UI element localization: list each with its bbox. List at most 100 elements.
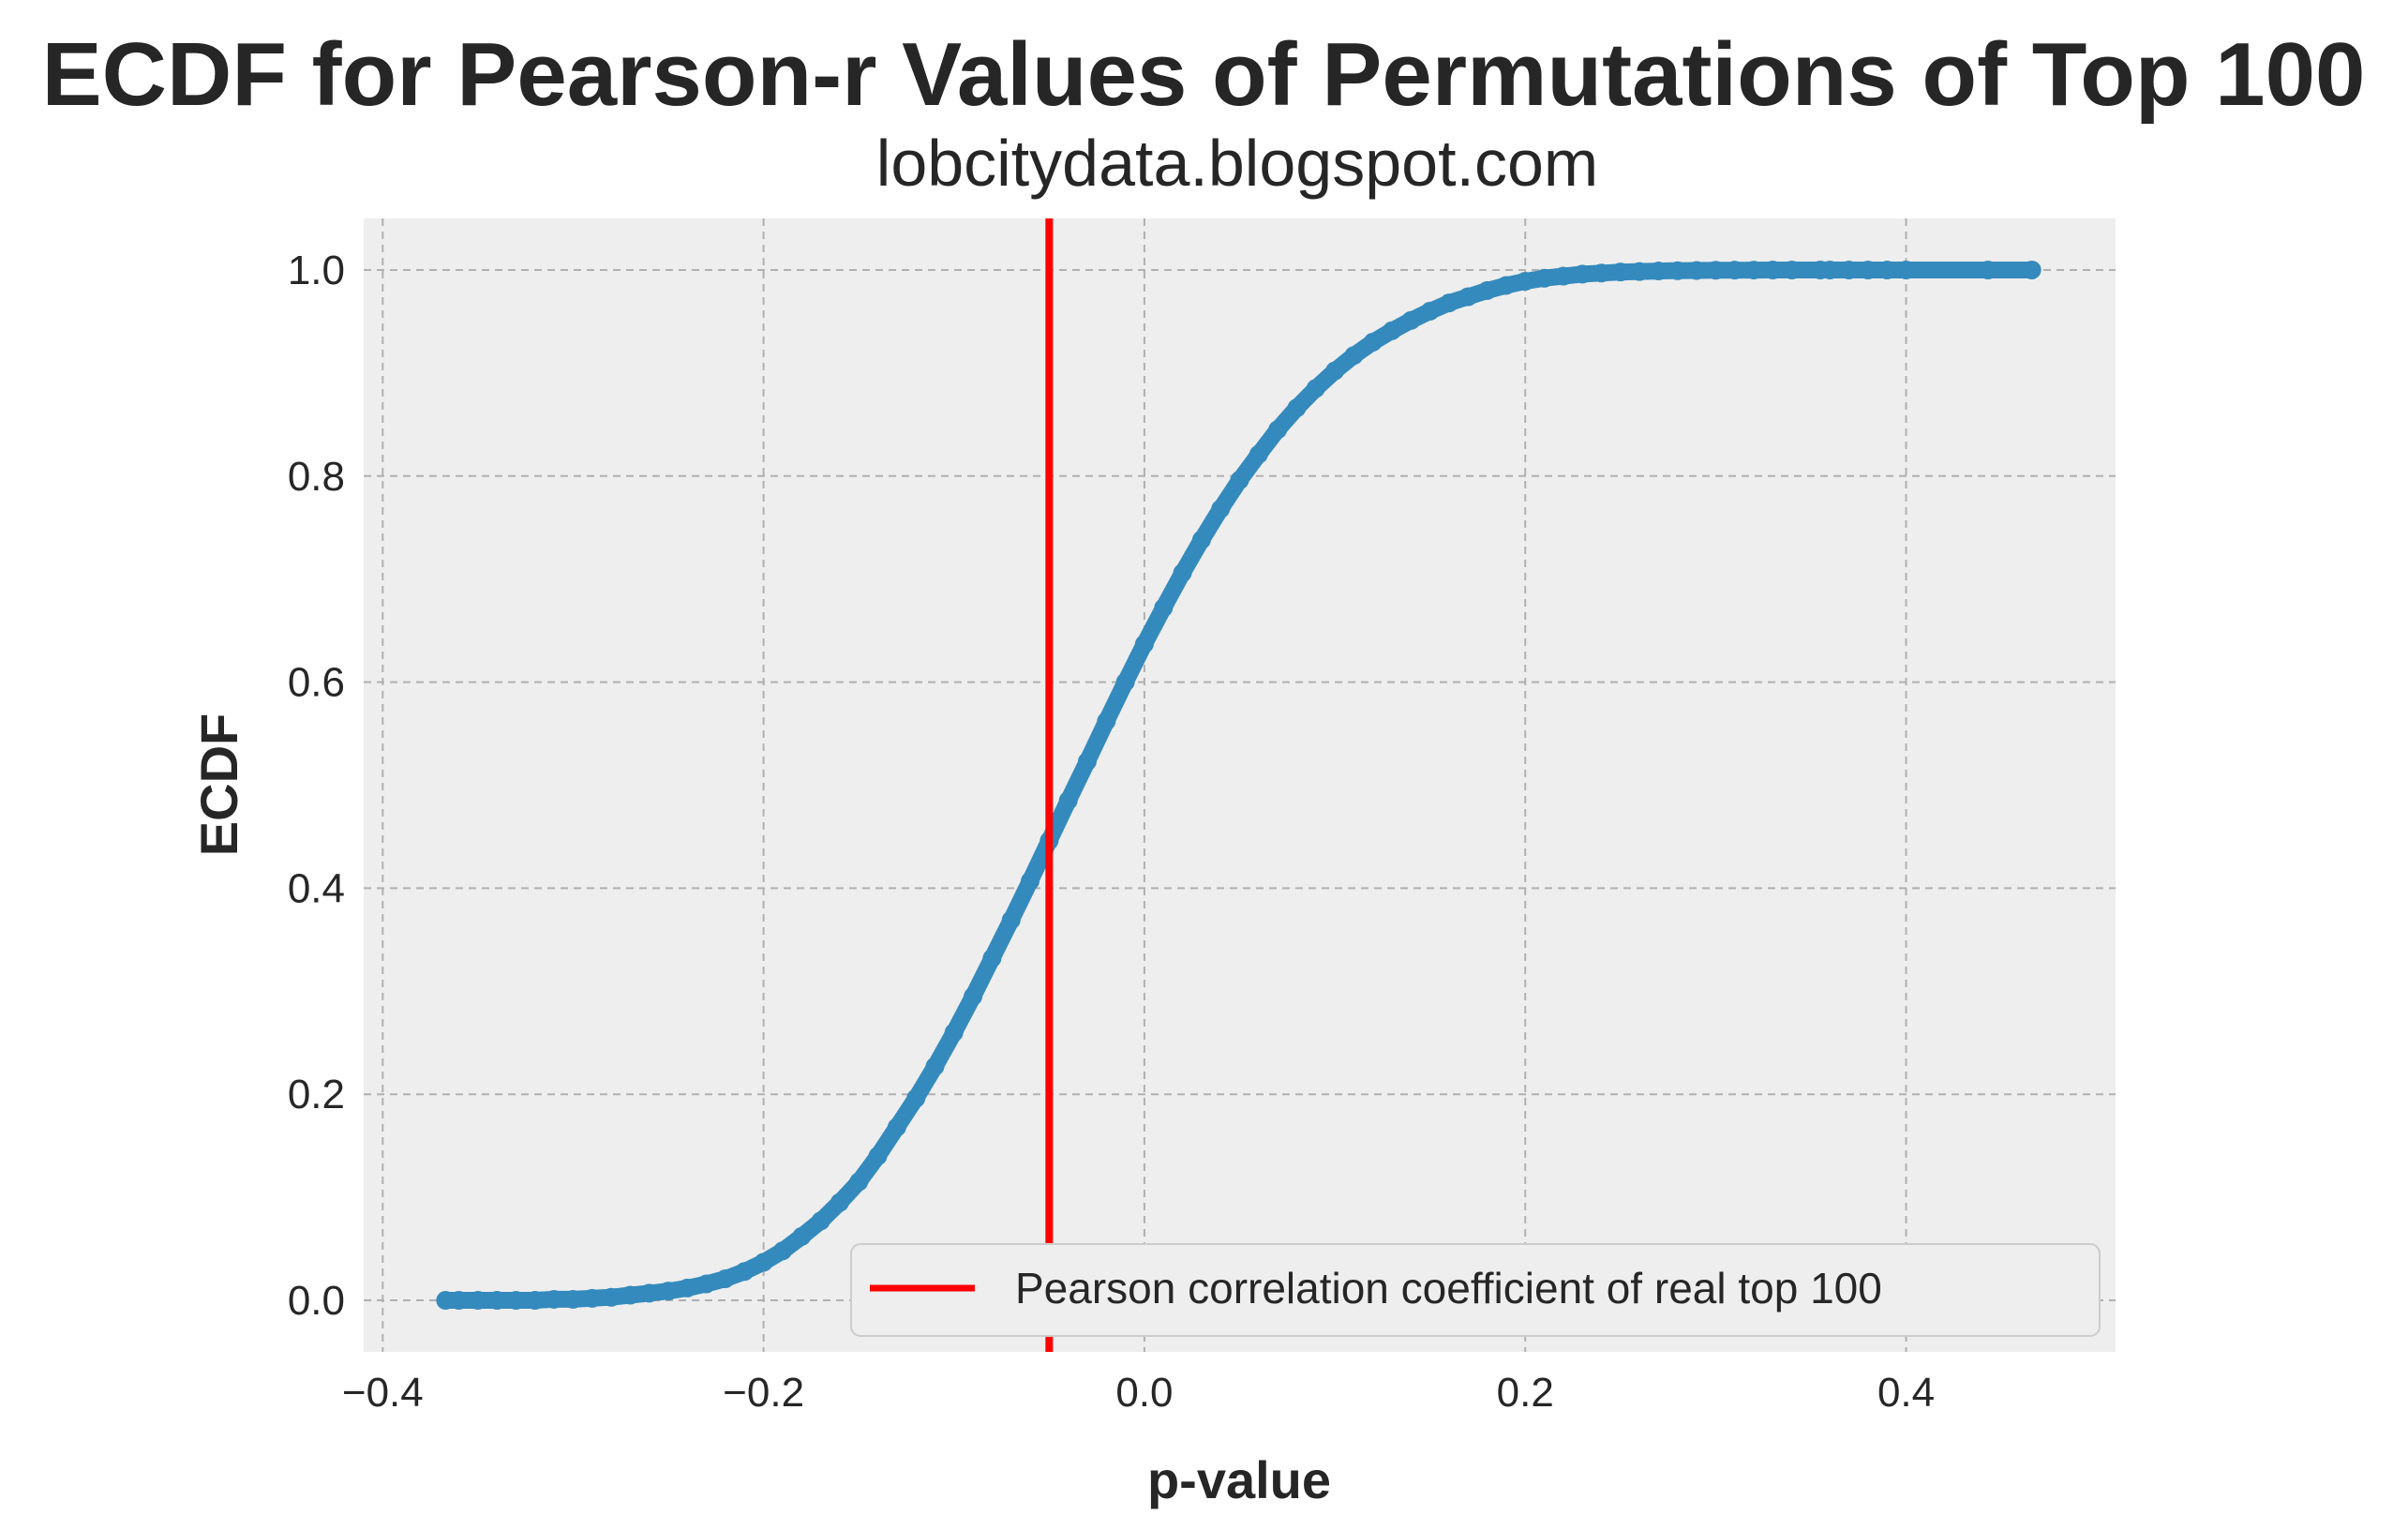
y-ticks: 0.0 0.2 0.4 0.6 0.8 1.0 [288, 248, 345, 1324]
ecdf-point [696, 1274, 716, 1294]
ecdf-point [582, 1288, 602, 1308]
ecdf-point [1725, 261, 1744, 280]
ecdf-point [1191, 530, 1211, 549]
y-tick-label: 1.0 [288, 248, 345, 293]
ecdf-point [849, 1172, 869, 1192]
y-tick-label: 0.8 [288, 454, 345, 500]
ecdf-point [1173, 563, 1192, 583]
legend: Pearson correlation coefficient of real … [850, 1243, 2101, 1337]
ecdf-point [1306, 379, 1325, 398]
ecdf-point [1249, 444, 1268, 464]
ecdf-point [1439, 293, 1458, 313]
ecdf-point [1610, 262, 1630, 282]
legend-box [850, 1243, 2101, 1337]
y-axis-label: ECDF [189, 713, 248, 856]
ecdf-point [436, 1291, 456, 1311]
ecdf-point [1021, 871, 1040, 891]
ecdf-point [906, 1088, 926, 1108]
ecdf-point [563, 1289, 583, 1309]
ecdf-point [1978, 260, 1997, 279]
ecdf-point [1668, 261, 1687, 280]
ecdf-point [964, 986, 983, 1006]
ecdf-point [602, 1287, 621, 1307]
ecdf-point [1496, 276, 1516, 295]
ecdf-point [621, 1285, 640, 1305]
ecdf-point [1630, 262, 1650, 281]
ecdf-point [887, 1118, 906, 1137]
ecdf-point [1592, 263, 1611, 283]
ecdf-point [1477, 280, 1497, 300]
ecdf-point [1858, 260, 1877, 279]
ecdf-point [1344, 346, 1364, 366]
ecdf-point [1001, 910, 1021, 930]
ecdf-point [659, 1282, 679, 1301]
ecdf-point [449, 1291, 469, 1311]
ecdf-point [1782, 260, 1802, 279]
ecdf-point [1516, 272, 1535, 292]
legend-label: Pearson correlation coefficient of real … [1015, 1264, 1882, 1312]
ecdf-point [1877, 260, 1897, 279]
ecdf-point [506, 1291, 526, 1311]
x-ticks: −0.4 −0.2 0.0 0.2 0.4 [342, 1370, 1935, 1416]
x-tick-label: 0.2 [1497, 1370, 1554, 1416]
ecdf-point [811, 1211, 830, 1231]
ecdf-point [1839, 260, 1859, 279]
ecdf-point [1115, 672, 1135, 692]
ecdf-point [944, 1023, 964, 1042]
ecdf-point [468, 1291, 487, 1311]
x-tick-label: −0.4 [342, 1370, 424, 1416]
ecdf-point [1211, 499, 1231, 518]
ecdf-point [1687, 261, 1707, 280]
ecdf-point [925, 1057, 945, 1076]
ecdf-point [1706, 261, 1726, 280]
y-tick-label: 0.4 [288, 865, 345, 911]
ecdf-point [1154, 598, 1174, 618]
x-tick-label: 0.0 [1115, 1370, 1173, 1416]
ecdf-point [1268, 420, 1288, 440]
ecdf-point [678, 1278, 697, 1298]
ecdf-point [1534, 268, 1554, 288]
chart-title: ECDF for Pearson-r Values of Permutation… [42, 24, 2366, 125]
ecdf-point [1763, 260, 1783, 279]
ecdf-point [1230, 471, 1249, 490]
ecdf-point [1287, 398, 1307, 418]
chart-subtitle: lobcitydata.blogspot.com [876, 127, 1598, 200]
ecdf-point [754, 1252, 773, 1272]
ecdf-point [1896, 260, 1916, 279]
ecdf-point [1077, 752, 1097, 772]
ecdf-point [1820, 260, 1840, 279]
y-tick-label: 0.0 [288, 1278, 345, 1324]
ecdf-point [830, 1192, 849, 1212]
ecdf-point [1649, 262, 1668, 281]
ecdf-point [487, 1291, 507, 1311]
ecdf-point [1325, 361, 1345, 381]
ecdf-point [1573, 264, 1593, 284]
ecdf-point [525, 1291, 545, 1311]
ecdf-point [2022, 260, 2042, 279]
plot-area [364, 218, 2116, 1352]
ecdf-point [1458, 287, 1478, 307]
ecdf-point [868, 1147, 888, 1166]
ecdf-point [715, 1268, 735, 1288]
ecdf-point [735, 1262, 755, 1282]
x-tick-label: 0.4 [1877, 1370, 1935, 1416]
x-axis-label: p-value [1147, 1450, 1331, 1509]
ecdf-point [1420, 301, 1440, 321]
grid [364, 218, 2116, 1352]
ecdf-point [545, 1289, 564, 1309]
ecdf-point [639, 1283, 659, 1303]
ecdf-point [982, 949, 1002, 968]
ecdf-point [1383, 321, 1402, 340]
y-tick-label: 0.6 [288, 660, 345, 706]
ecdf-point [1097, 712, 1116, 731]
y-tick-label: 0.2 [288, 1072, 345, 1118]
ecdf-point [1363, 332, 1383, 352]
ecdf-series [436, 260, 2042, 1311]
ecdf-point [1553, 266, 1573, 286]
ecdf-point [792, 1226, 812, 1246]
ecdf-point [1401, 310, 1421, 330]
ecdf-point [1744, 261, 1764, 280]
ecdf-point [1058, 790, 1078, 810]
ecdf-point [772, 1241, 792, 1261]
